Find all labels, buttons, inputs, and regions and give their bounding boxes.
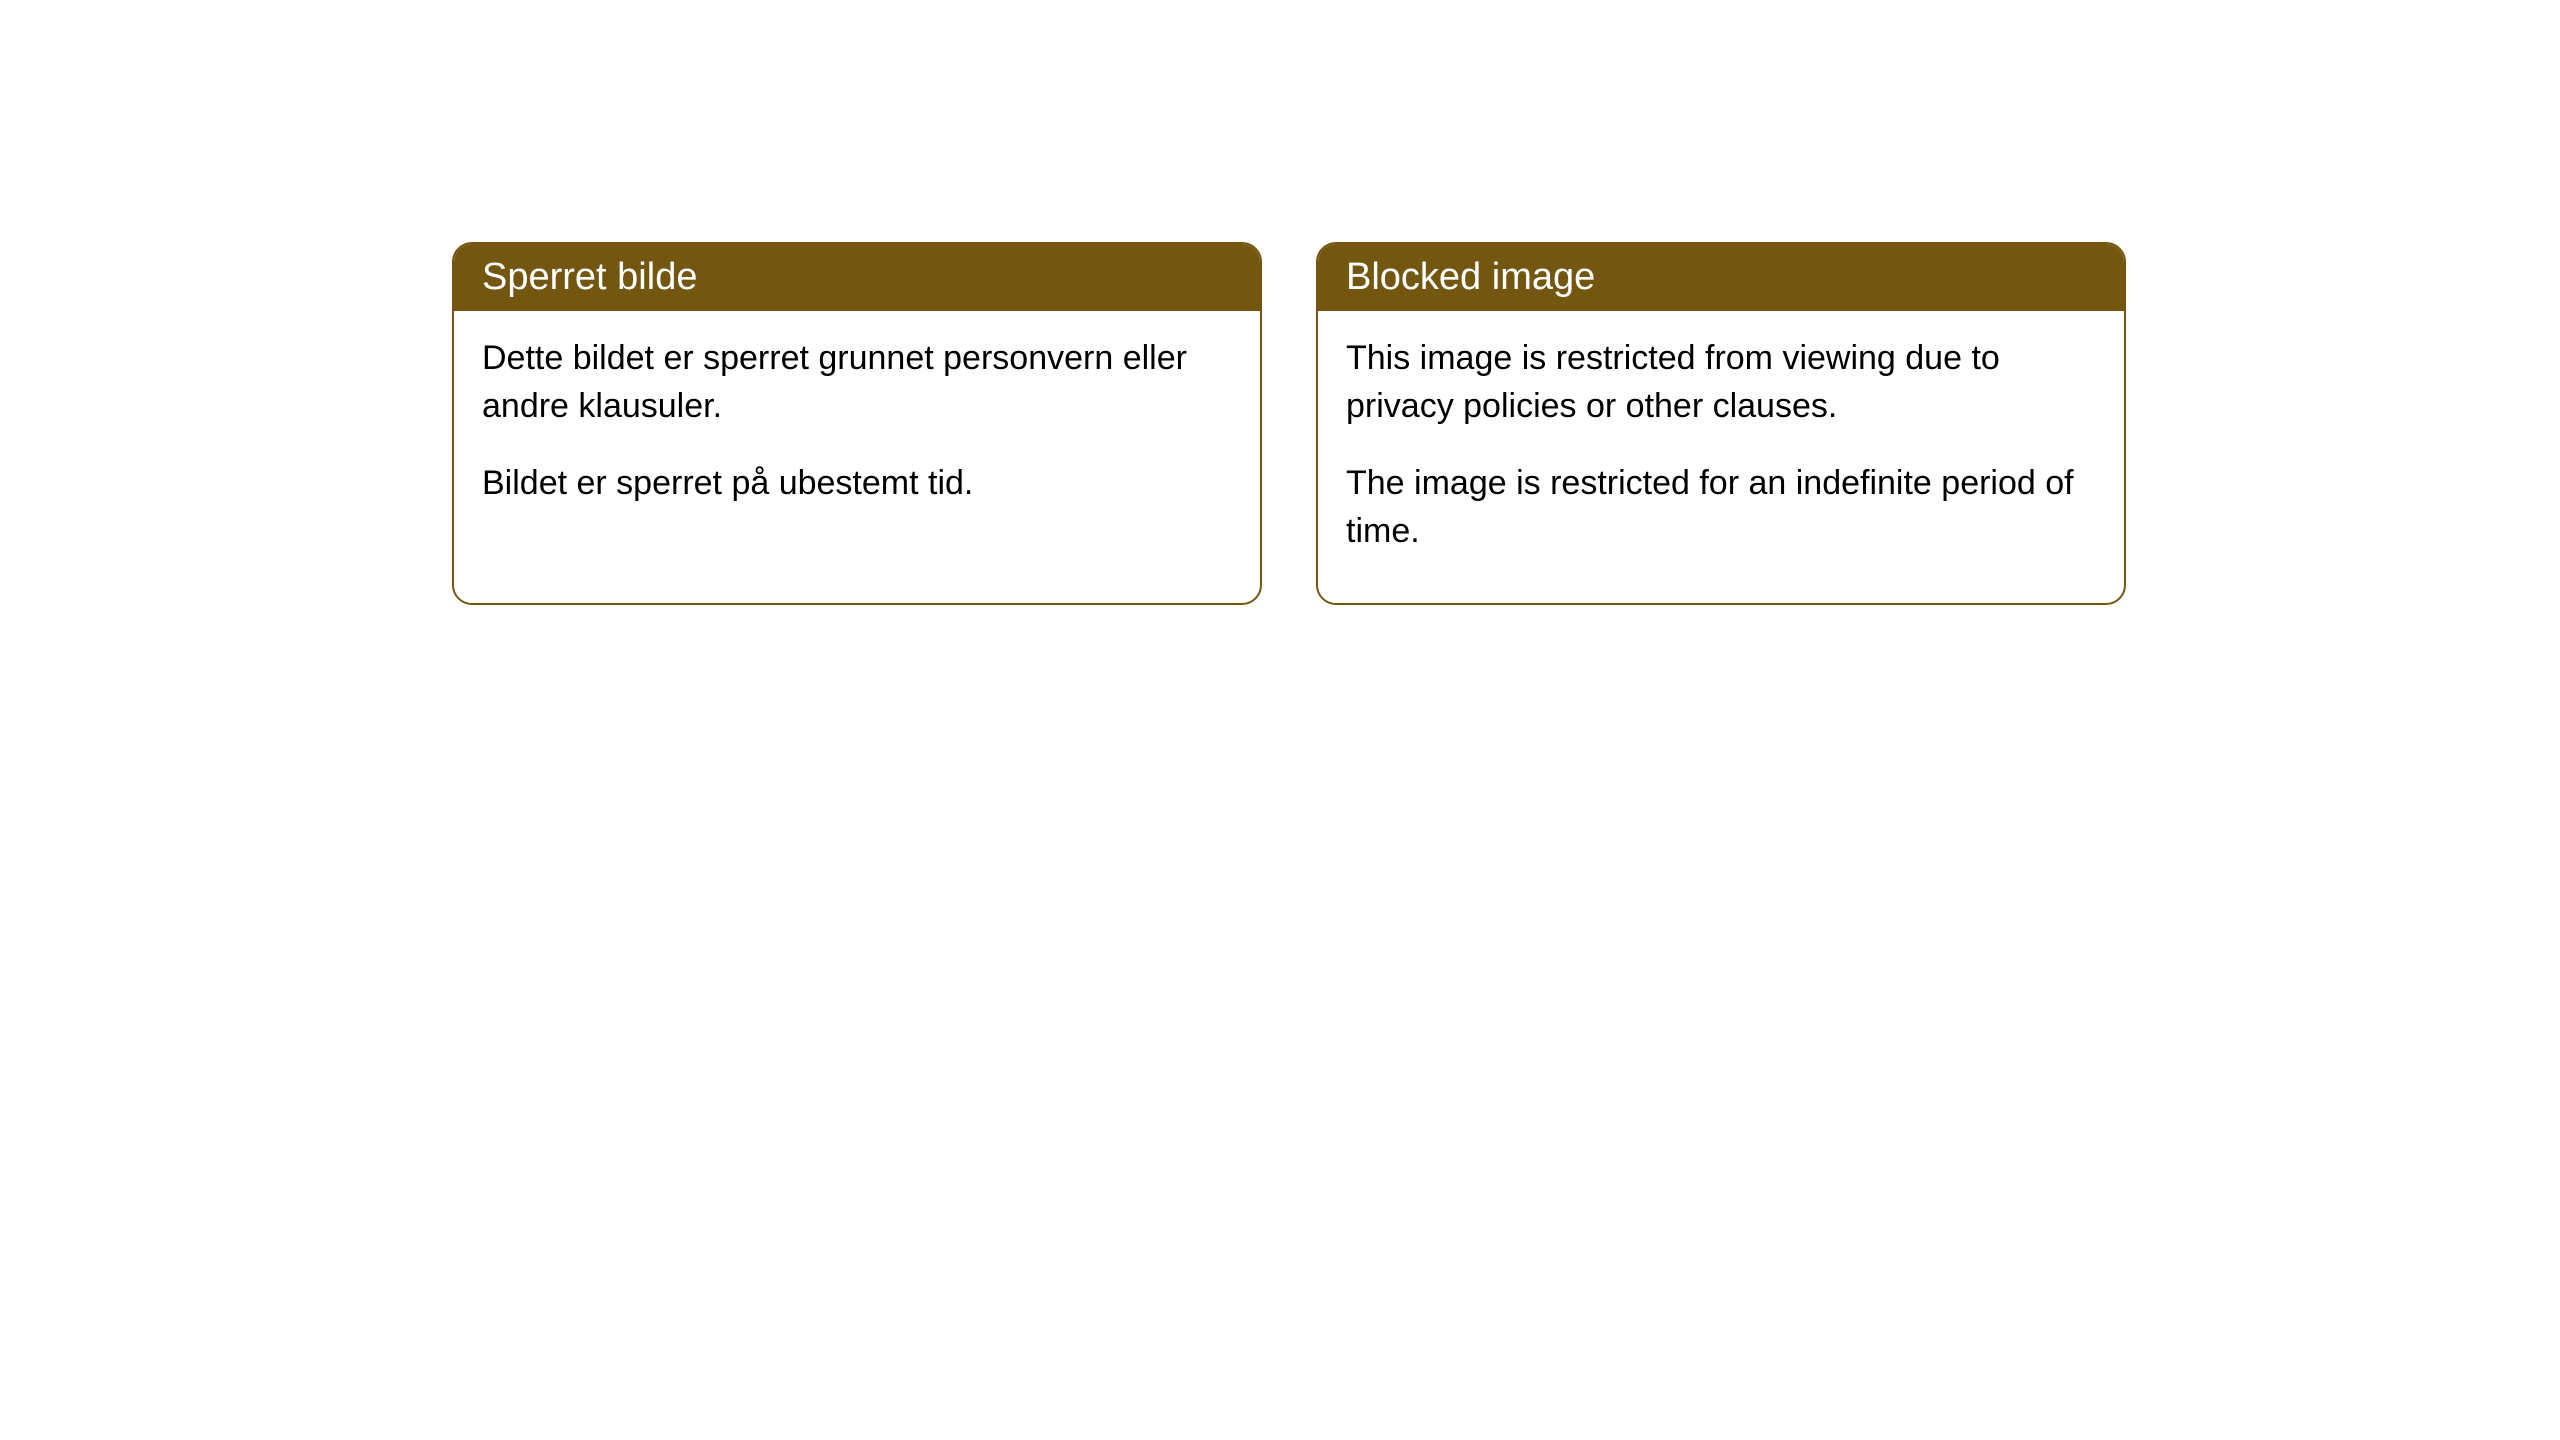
card-paragraph-2-norwegian: Bildet er sperret på ubestemt tid.	[482, 460, 1232, 508]
card-header-english: Blocked image	[1318, 244, 2124, 311]
card-body-english: This image is restricted from viewing du…	[1318, 311, 2124, 603]
card-paragraph-1-english: This image is restricted from viewing du…	[1346, 335, 2096, 430]
card-english: Blocked image This image is restricted f…	[1316, 242, 2126, 605]
card-body-norwegian: Dette bildet er sperret grunnet personve…	[454, 311, 1260, 556]
card-title-english: Blocked image	[1346, 256, 1595, 298]
card-paragraph-1-norwegian: Dette bildet er sperret grunnet personve…	[482, 335, 1232, 430]
card-paragraph-2-english: The image is restricted for an indefinit…	[1346, 460, 2096, 555]
card-title-norwegian: Sperret bilde	[482, 256, 697, 298]
cards-container: Sperret bilde Dette bildet er sperret gr…	[452, 242, 2126, 605]
card-norwegian: Sperret bilde Dette bildet er sperret gr…	[452, 242, 1262, 605]
card-header-norwegian: Sperret bilde	[454, 244, 1260, 311]
